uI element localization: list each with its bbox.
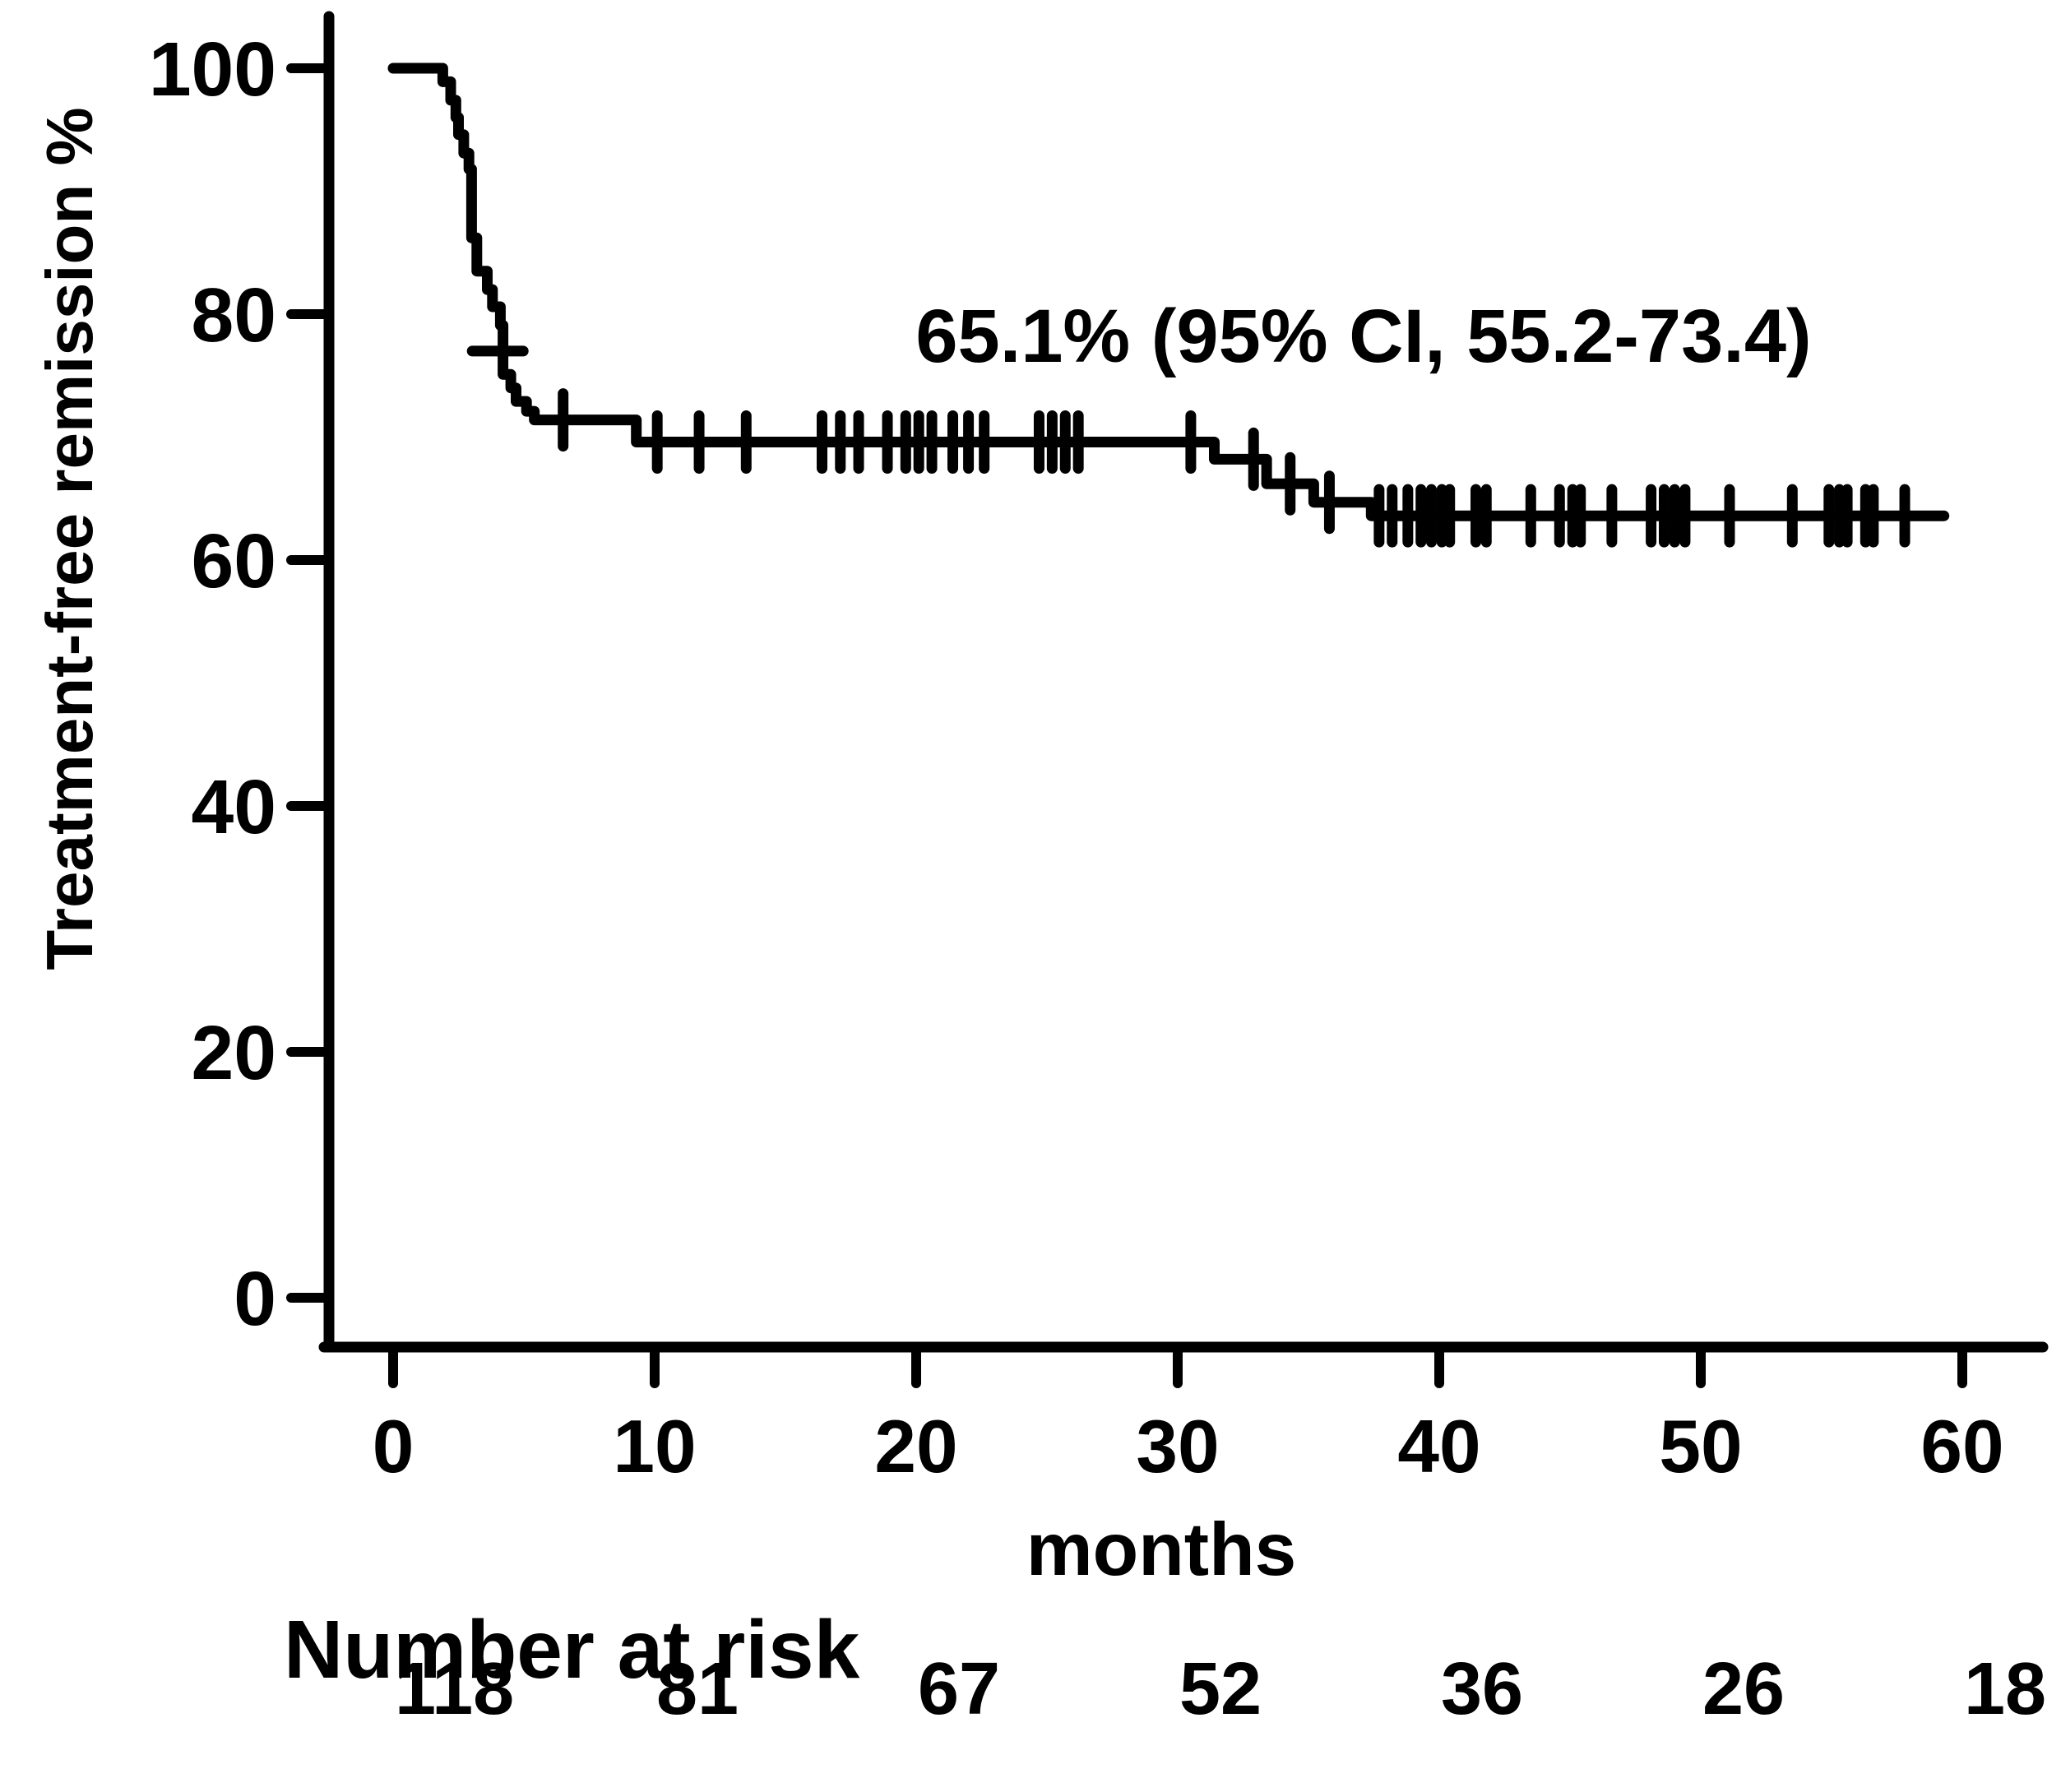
- number-at-risk-layer: 118 81 67 52 36 26 18: [395, 1648, 2046, 1730]
- x-tick-layer: 0 10 20 30 40 50 60: [373, 1342, 2004, 1489]
- x-tick-label: 50: [1659, 1405, 1742, 1489]
- x-tick-label: 0: [373, 1405, 415, 1489]
- axis-layer: [318, 11, 2049, 1353]
- y-tick-label: 80: [192, 272, 276, 358]
- risk-count: 67: [918, 1648, 1000, 1730]
- risk-count: 36: [1441, 1648, 1523, 1730]
- risk-count: 26: [1702, 1648, 1785, 1730]
- risk-count: 18: [1964, 1648, 2046, 1730]
- x-axis-label: months: [1026, 1508, 1297, 1591]
- x-tick-label: 30: [1136, 1405, 1219, 1489]
- x-tick-label: 10: [613, 1405, 696, 1489]
- censor-marks-layer: [466, 345, 1910, 548]
- risk-table-title: Number at risk: [284, 1604, 860, 1696]
- y-tick-label: 60: [192, 518, 276, 604]
- y-tick-layer: 100 80 60 40 20 0: [149, 26, 334, 1341]
- risk-count: 52: [1179, 1648, 1262, 1730]
- y-tick-label: 40: [192, 764, 276, 850]
- x-tick-label: 60: [1920, 1405, 2003, 1489]
- y-axis-label: Treatment-free remission %: [33, 107, 106, 970]
- y-tick-label: 20: [192, 1010, 276, 1095]
- x-tick-label: 20: [874, 1405, 957, 1489]
- x-tick-label: 40: [1397, 1405, 1480, 1489]
- ci-annotation: 65.1% (95% CI, 55.2-73.4): [915, 294, 1811, 378]
- km-curve: [387, 63, 1950, 521]
- risk-count: 81: [656, 1648, 739, 1730]
- y-tick-label: 0: [234, 1256, 276, 1341]
- curve-layer: [387, 63, 1950, 521]
- risk-count: 118: [395, 1648, 514, 1730]
- y-tick-label: 100: [149, 26, 276, 112]
